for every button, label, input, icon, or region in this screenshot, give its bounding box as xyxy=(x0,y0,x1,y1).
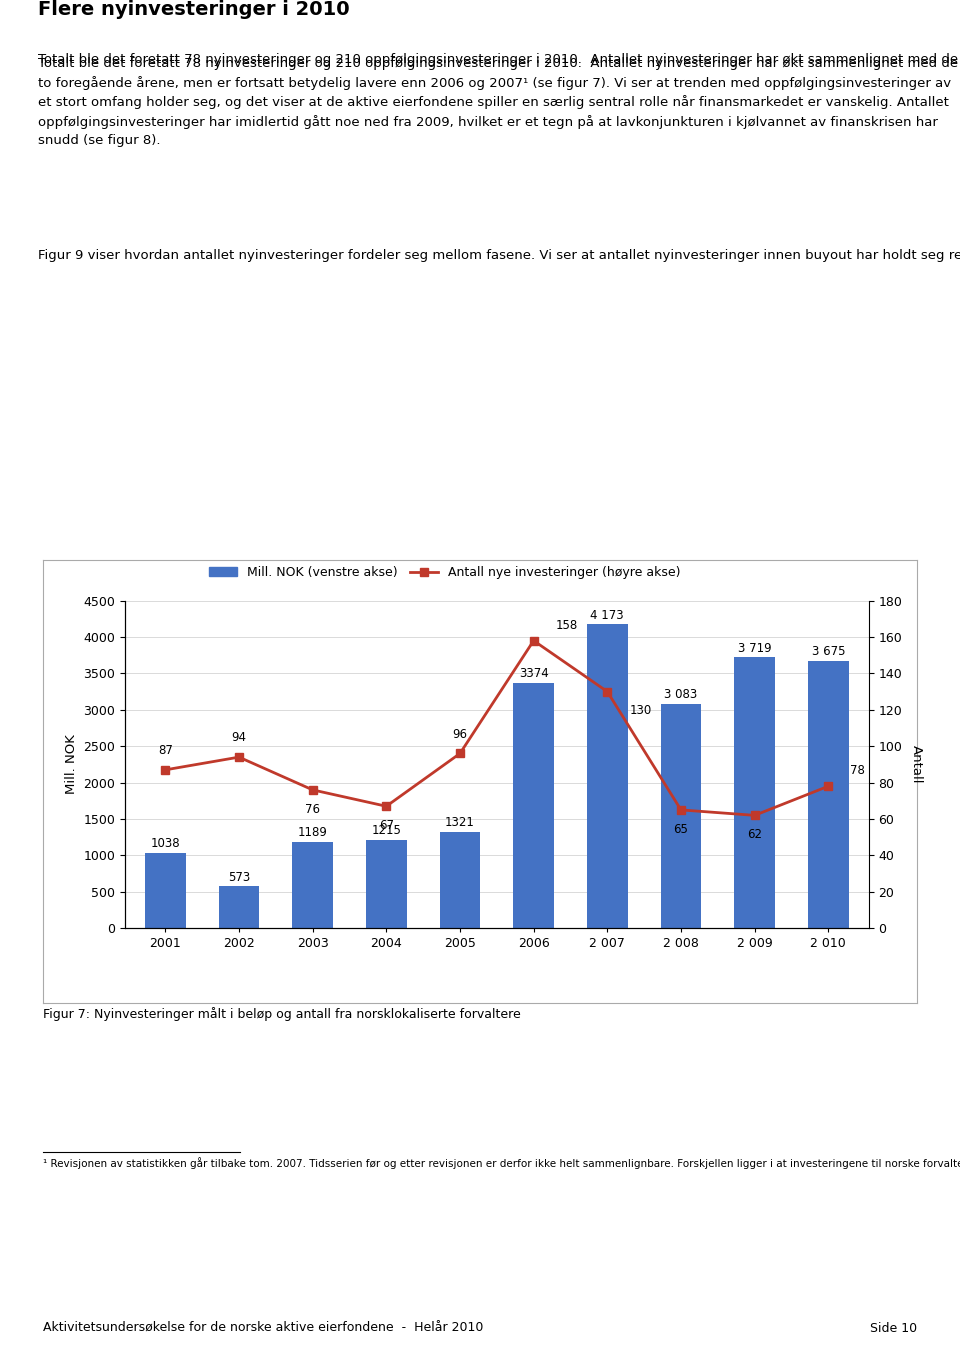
Text: 94: 94 xyxy=(231,732,247,744)
Text: 1321: 1321 xyxy=(445,816,475,830)
Text: ¹ Revisjonen av statistikken går tilbake tom. 2007. Tidsserien før og etter revi: ¹ Revisjonen av statistikken går tilbake… xyxy=(43,1158,960,1170)
Text: Figur 7: Nyinvesteringer målt i beløp og antall fra norsklokaliserte forvaltere: Figur 7: Nyinvesteringer målt i beløp og… xyxy=(43,1007,521,1021)
Text: 1215: 1215 xyxy=(372,824,401,837)
Text: 76: 76 xyxy=(305,803,320,816)
Legend: Mill. NOK (venstre akse), Antall nye investeringer (høyre akse): Mill. NOK (venstre akse), Antall nye inv… xyxy=(204,561,685,584)
Bar xyxy=(440,833,480,928)
Text: 62: 62 xyxy=(747,829,762,841)
Text: 3 719: 3 719 xyxy=(738,642,772,655)
Bar xyxy=(514,682,554,928)
Text: 78: 78 xyxy=(851,764,865,777)
Text: 130: 130 xyxy=(630,704,652,718)
Text: 4 173: 4 173 xyxy=(590,609,624,622)
Bar xyxy=(587,624,628,928)
Bar xyxy=(145,853,185,928)
Text: Totalt ble det foretatt 78 nyinvesteringer og 210 oppfølgingsinvesteringer i 201: Totalt ble det foretatt 78 nyinvestering… xyxy=(38,57,958,146)
Text: Flere nyinvesteringer i 2010: Flere nyinvesteringer i 2010 xyxy=(38,0,350,19)
Text: Side 10: Side 10 xyxy=(870,1321,917,1335)
Text: Totalt ble det foretatt 78 nyinvesteringer og 210 oppfølgingsinvesteringer i 201: Totalt ble det foretatt 78 nyinvestering… xyxy=(38,52,960,66)
Text: 87: 87 xyxy=(157,744,173,758)
Text: 3 083: 3 083 xyxy=(664,688,698,702)
Y-axis label: Mill. NOK: Mill. NOK xyxy=(64,734,78,794)
Bar xyxy=(660,704,701,928)
Bar xyxy=(293,842,333,928)
Text: 67: 67 xyxy=(379,819,394,833)
Text: 96: 96 xyxy=(452,728,468,741)
Text: 65: 65 xyxy=(674,823,688,835)
Text: 3 675: 3 675 xyxy=(811,646,845,658)
Text: 3374: 3374 xyxy=(518,667,548,680)
Text: 158: 158 xyxy=(556,618,578,632)
Bar xyxy=(366,839,407,928)
Bar xyxy=(734,658,775,928)
Text: Aktivitetsundersøkelse for de norske aktive eierfondene  -  Helår 2010: Aktivitetsundersøkelse for de norske akt… xyxy=(43,1321,484,1335)
Text: 1189: 1189 xyxy=(298,826,327,839)
Text: 573: 573 xyxy=(228,871,251,885)
Text: 1038: 1038 xyxy=(151,837,180,850)
Text: Figur 9 viser hvordan antallet nyinvesteringer fordeler seg mellom fasene. Vi se: Figur 9 viser hvordan antallet nyinveste… xyxy=(38,248,960,262)
Bar xyxy=(219,886,259,928)
Bar xyxy=(808,661,849,928)
Y-axis label: Antall: Antall xyxy=(910,745,924,784)
